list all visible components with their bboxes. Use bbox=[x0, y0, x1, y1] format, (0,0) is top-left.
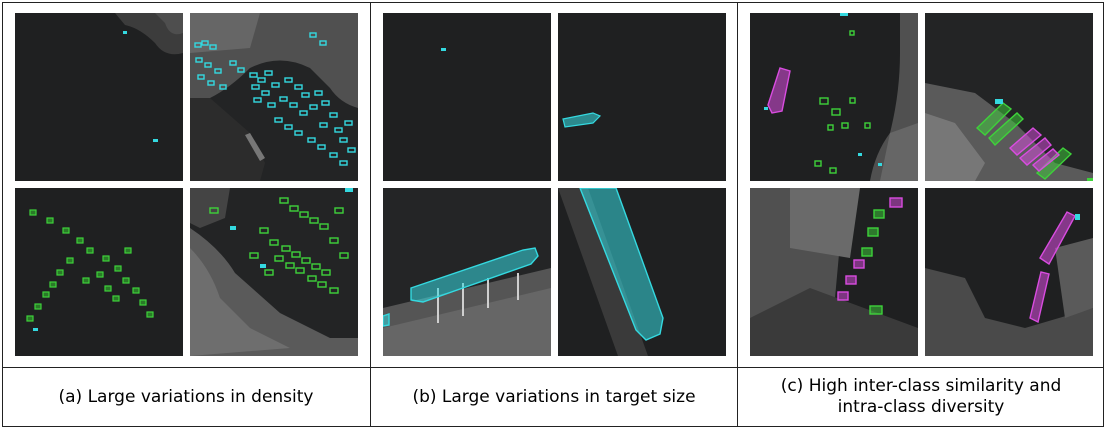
caption-panel-a: (a) Large variations in density bbox=[58, 386, 314, 407]
caption-panel-b: (b) Large variations in target size bbox=[412, 386, 696, 407]
panel-c-tile-3 bbox=[750, 188, 918, 356]
panel-c-tile-2 bbox=[925, 13, 1093, 181]
panel-a-tile-1 bbox=[15, 13, 183, 181]
panel-c-tile-4 bbox=[925, 188, 1093, 356]
panel-a-tile-3 bbox=[15, 188, 183, 356]
panel-b-tile-3 bbox=[383, 188, 551, 356]
panel-a-tile-2 bbox=[190, 13, 358, 181]
caption-panel-c: (c) High inter-class similarity and intr… bbox=[780, 376, 1062, 417]
caption-divider bbox=[2, 367, 1104, 368]
panel-divider bbox=[370, 2, 371, 427]
panel-b-tile-2 bbox=[558, 13, 726, 181]
panel-a-tile-4 bbox=[190, 188, 358, 356]
panel-b-tile-4 bbox=[558, 188, 726, 356]
panel-b-tile-1 bbox=[383, 13, 551, 181]
panel-c-tile-1 bbox=[750, 13, 918, 181]
panel-divider bbox=[737, 2, 738, 427]
